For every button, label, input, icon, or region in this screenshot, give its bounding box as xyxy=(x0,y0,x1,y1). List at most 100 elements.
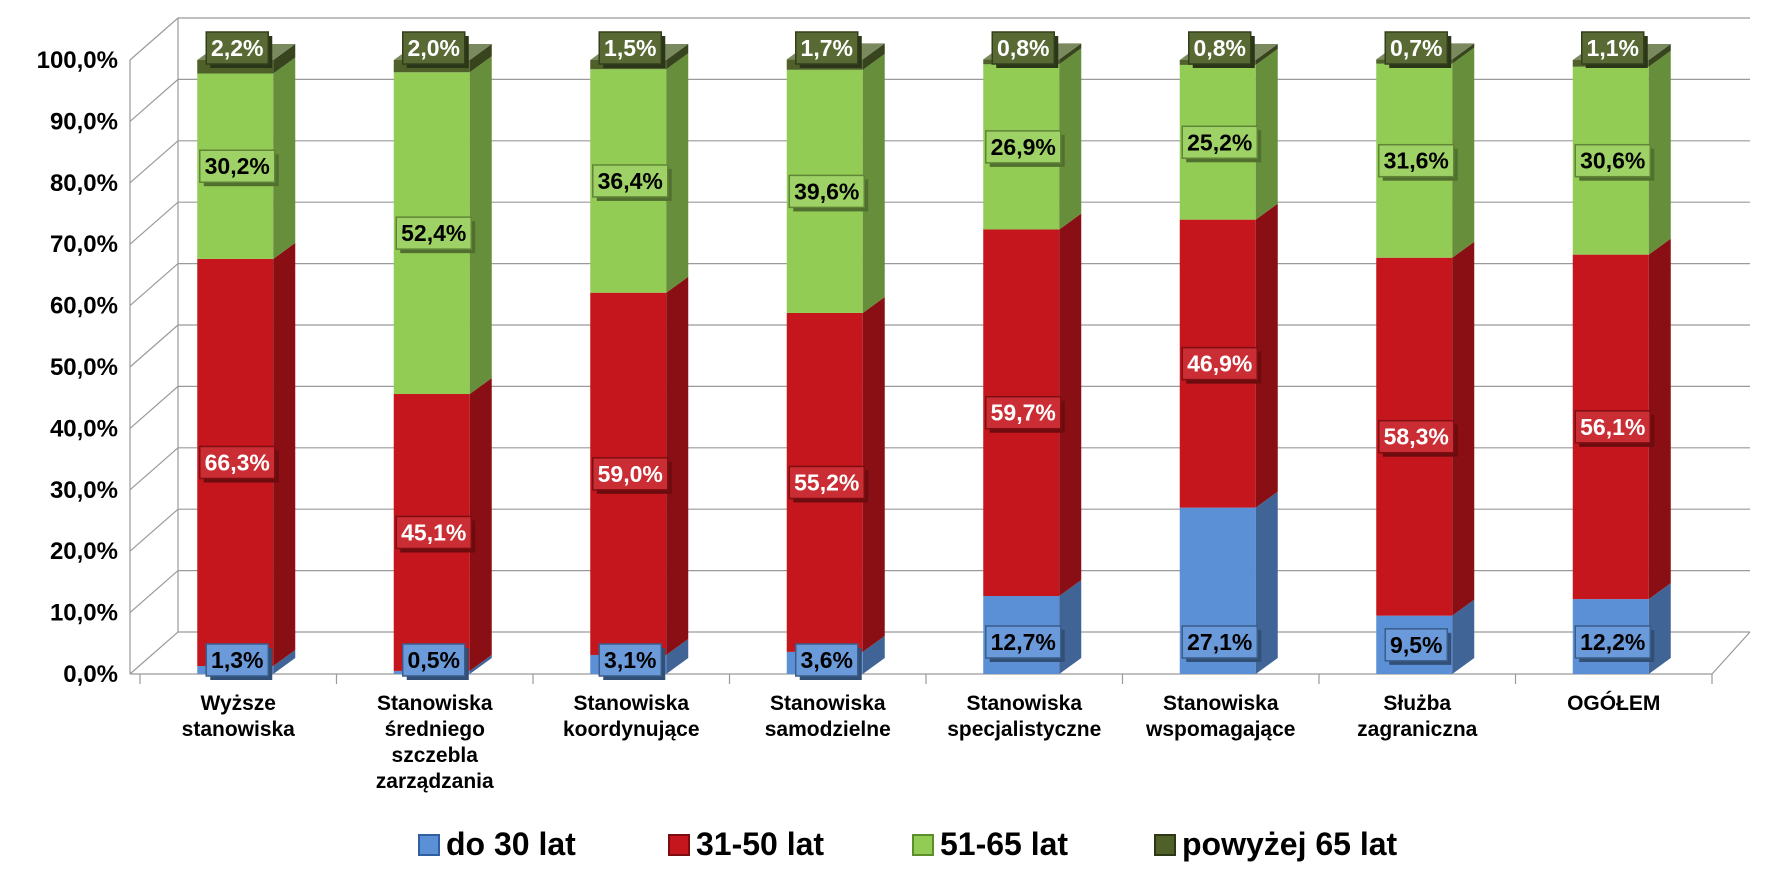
y-tick-label: 80,0% xyxy=(50,170,118,197)
data-label-bg xyxy=(1181,346,1258,381)
data-label: 58,3% xyxy=(1384,424,1449,450)
bar-side xyxy=(1255,203,1278,508)
gridline xyxy=(129,140,1750,184)
data-label-bg xyxy=(1378,143,1455,178)
data-label: 1,1% xyxy=(1587,35,1639,61)
y-tick-label: 100,0% xyxy=(37,47,118,74)
x-axis-labels: Wyższe stanowiska Stanowiska średniego szcze… xyxy=(182,691,1661,793)
data-label: 9,5% xyxy=(1390,632,1442,658)
data-label: 2,0% xyxy=(408,35,460,61)
data-label: 45,1% xyxy=(401,519,466,545)
data-label-box: 0,7% xyxy=(1384,31,1452,68)
data-label-box: 2,2% xyxy=(205,31,273,68)
data-label-bg xyxy=(598,31,662,65)
data-label-box: 9,5% xyxy=(1384,628,1452,665)
bar-side xyxy=(1059,213,1082,597)
data-label-box: 45,1% xyxy=(395,515,476,553)
bar-side xyxy=(666,638,689,674)
data-label-bg xyxy=(795,31,859,65)
data-label: 1,5% xyxy=(604,35,656,61)
data-label: 26,9% xyxy=(991,134,1056,160)
data-label-bg xyxy=(1188,31,1252,65)
data-label-bg xyxy=(592,164,669,198)
legend-swatch xyxy=(668,833,690,856)
data-label-box: 26,9% xyxy=(985,130,1065,167)
bar-side xyxy=(862,53,885,313)
data-label-bg xyxy=(395,216,472,250)
y-tick-label: 30,0% xyxy=(50,477,118,504)
data-label-box: 31,6% xyxy=(1378,143,1458,181)
bar-side xyxy=(1452,241,1475,616)
legend-label: 31-50 lat xyxy=(696,826,825,862)
data-label-bg xyxy=(1574,410,1651,444)
data-label-box: 12,7% xyxy=(985,625,1065,662)
data-label: 52,4% xyxy=(401,220,466,246)
data-label-bg xyxy=(598,643,662,677)
data-label-box: 1,3% xyxy=(205,643,273,680)
data-label: 0,8% xyxy=(997,35,1049,61)
data-label-box: 0,8% xyxy=(1188,31,1255,68)
data-label-bg xyxy=(788,465,865,500)
data-label: 0,5% xyxy=(408,647,460,673)
gridline xyxy=(129,78,1750,122)
data-label-box: 0,8% xyxy=(991,31,1059,68)
data-label-bg xyxy=(402,31,466,65)
data-label-box: 0,5% xyxy=(402,643,469,680)
legend-swatch xyxy=(1154,833,1176,856)
data-label-bg xyxy=(592,457,669,491)
bar-side xyxy=(273,57,296,259)
data-label-box: 56,1% xyxy=(1574,410,1655,447)
gridline xyxy=(129,447,1750,491)
data-label: 1,3% xyxy=(211,647,263,673)
data-label: 30,6% xyxy=(1580,148,1645,174)
legend-item-51-65-lat: 51-65 lat xyxy=(912,826,1068,863)
legend-item-do-30-lat: do 30 lat xyxy=(418,826,576,863)
y-tick-label: 60,0% xyxy=(50,293,118,320)
data-label-bg xyxy=(1574,143,1651,178)
category-label: Stanowiska specjalistyczne xyxy=(947,692,1101,741)
legend: do 30 lat 31-50 lat 51-65 lat powyżej 65… xyxy=(0,822,1771,872)
data-label-bg xyxy=(788,174,865,209)
legend-item-31-50-lat: 31-50 lat xyxy=(668,826,824,863)
data-label-bg xyxy=(985,395,1062,430)
data-label: 3,1% xyxy=(604,647,656,673)
data-label-box: 30,6% xyxy=(1574,143,1655,181)
stacked-bar-chart: 0,0% 10,0% 20,0% 30,0% 40,0% 50,0% 60,0% 70,0% 8… xyxy=(37,17,1751,793)
gridline xyxy=(129,508,1750,552)
bar-side xyxy=(1059,48,1082,230)
bar-side xyxy=(1648,238,1671,600)
bar-side xyxy=(862,635,885,674)
data-label-box: 36,4% xyxy=(592,164,672,201)
legend-label: powyżej 65 lat xyxy=(1182,826,1398,862)
bar-side xyxy=(469,378,492,671)
floor-edge xyxy=(130,631,1751,675)
data-label: 36,4% xyxy=(598,168,663,194)
data-label: 46,9% xyxy=(1187,351,1252,377)
data-label: 12,2% xyxy=(1580,629,1645,655)
category-label: OGÓŁEM xyxy=(1567,691,1660,715)
bar-side xyxy=(862,296,885,652)
bar-side xyxy=(1059,43,1082,65)
data-label: 31,6% xyxy=(1384,148,1449,174)
data-label-box: 66,3% xyxy=(199,445,279,483)
data-label-bg xyxy=(985,625,1062,659)
gridlines xyxy=(129,17,1751,684)
data-label-box: 3,6% xyxy=(795,643,862,680)
data-label-bg xyxy=(1581,31,1645,65)
bar-side xyxy=(1648,50,1671,255)
category-label: Stanowiska samodzielne xyxy=(765,692,891,741)
y-tick-label: 0,0% xyxy=(63,661,118,688)
data-labels: 1,3% 66,3% 30,2% 2,2% 0,5% 45,1% 52,4% 2,0% 3,1%… xyxy=(199,31,1655,680)
legend-label: do 30 lat xyxy=(446,826,576,862)
bar-side xyxy=(1255,44,1278,65)
category-label: Służba zagraniczna xyxy=(1357,692,1478,741)
y-tick-label: 70,0% xyxy=(50,231,118,258)
data-label-bg xyxy=(1378,419,1455,454)
bar-side xyxy=(1452,599,1475,674)
data-label-box: 30,2% xyxy=(199,149,279,187)
data-label: 55,2% xyxy=(794,469,859,495)
data-label: 0,8% xyxy=(1194,35,1246,61)
data-label-bg xyxy=(205,31,269,65)
data-label-bg xyxy=(795,643,859,677)
